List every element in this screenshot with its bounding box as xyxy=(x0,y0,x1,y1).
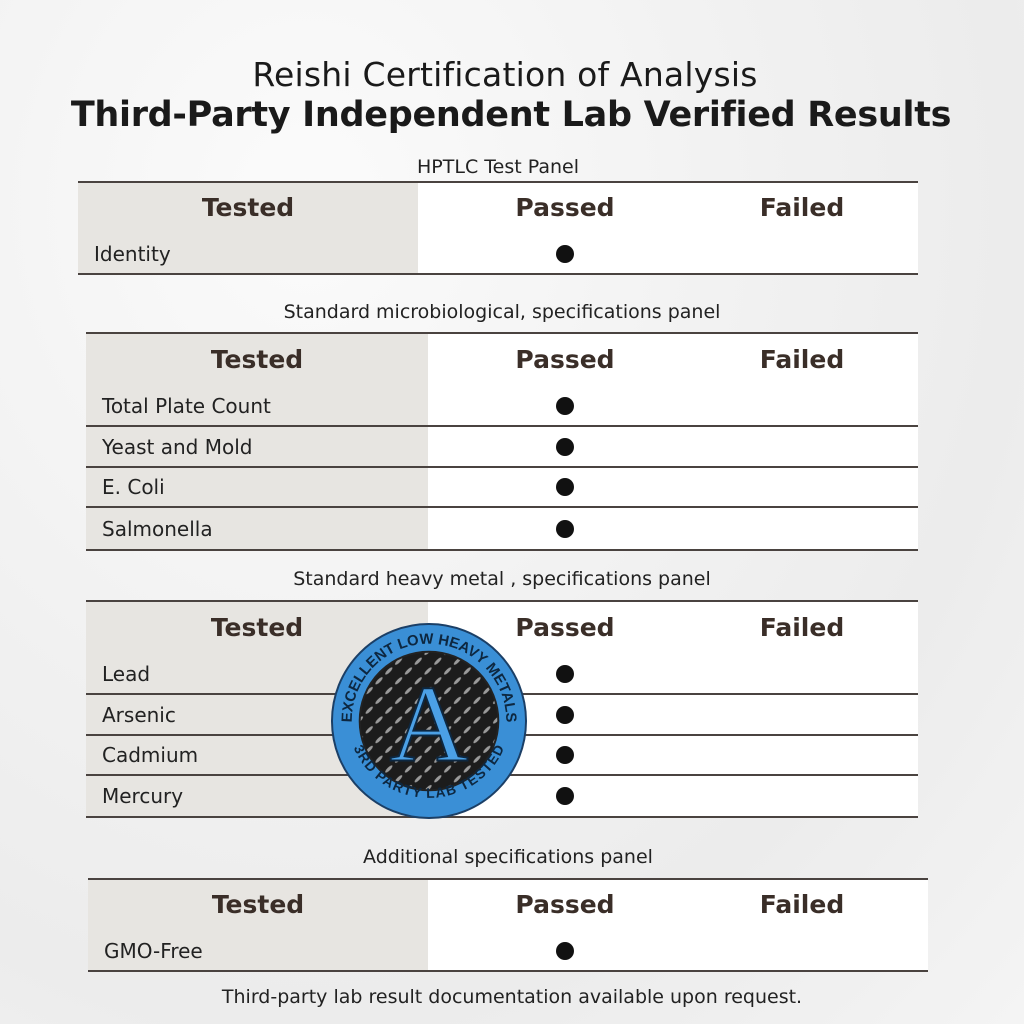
test-name: Identity xyxy=(94,242,171,266)
passed-dot-icon xyxy=(556,437,574,456)
footer-note: Third-party lab result documentation ava… xyxy=(221,986,803,1008)
table-header: Tested Passed Failed xyxy=(88,878,928,934)
passed-dot-icon xyxy=(556,665,574,683)
panel-caption: Additional specifications panel xyxy=(363,846,653,868)
row-shade xyxy=(78,235,418,273)
header-shade xyxy=(86,334,428,387)
passed-dot-icon xyxy=(556,787,574,805)
heavy-metals-badge: EXCELLENT LOW HEAVY METALS 3RD PARTY LAB… xyxy=(330,622,528,820)
column-header-passed: Passed xyxy=(515,890,615,919)
row-shade xyxy=(86,427,428,466)
header-shade xyxy=(88,880,428,932)
badge-letter: A xyxy=(390,664,469,785)
table-row: Yeast and Mold xyxy=(86,427,918,468)
row-shade xyxy=(86,387,428,425)
column-header-passed: Passed xyxy=(515,344,615,374)
table-row: Total Plate Count xyxy=(86,387,918,427)
column-header-tested: Tested xyxy=(211,890,305,919)
test-name: Total Plate Count xyxy=(102,394,271,418)
table-header: Tested Passed Failed xyxy=(78,181,918,237)
test-name: Yeast and Mold xyxy=(102,434,253,459)
panel-caption: Standard microbiological, specifications… xyxy=(283,301,721,323)
test-name: Arsenic xyxy=(102,702,176,727)
column-header-tested: Tested xyxy=(201,193,295,222)
column-header-passed: Passed xyxy=(515,193,615,222)
table-row: Identity xyxy=(78,235,918,275)
column-header-tested: Tested xyxy=(210,344,304,374)
passed-dot-icon xyxy=(556,478,574,496)
page-subtitle: Third-Party Independent Lab Verified Res… xyxy=(70,95,952,135)
row-shade xyxy=(88,932,428,970)
table-header: Tested Passed Failed xyxy=(86,332,918,389)
column-header-failed: Failed xyxy=(759,890,845,919)
panel-caption: HPTLC Test Panel xyxy=(417,156,579,178)
column-header-failed: Failed xyxy=(759,612,845,642)
table-row: GMO-Free xyxy=(88,932,928,972)
passed-dot-icon xyxy=(556,746,574,764)
passed-dot-icon xyxy=(556,397,574,415)
passed-dot-icon xyxy=(556,519,574,538)
column-header-passed: Passed xyxy=(515,612,615,642)
page-title: Reishi Certification of Analysis xyxy=(252,55,758,94)
test-name: Cadmium xyxy=(102,743,199,767)
column-header-tested: Tested xyxy=(210,612,304,642)
table-row: E. Coli xyxy=(86,468,918,508)
test-name: Lead xyxy=(102,662,151,686)
test-name: Salmonella xyxy=(102,516,213,541)
table-row: Salmonella xyxy=(86,508,918,551)
row-shade xyxy=(86,508,428,549)
row-shade xyxy=(86,468,428,506)
test-name: Mercury xyxy=(102,784,184,808)
test-name: GMO-Free xyxy=(104,939,203,963)
passed-dot-icon xyxy=(556,245,574,263)
header-shade xyxy=(78,183,418,235)
test-name: E. Coli xyxy=(102,475,165,499)
panel-caption: Standard heavy metal , specifications pa… xyxy=(293,568,711,590)
column-header-failed: Failed xyxy=(759,193,845,222)
passed-dot-icon xyxy=(556,705,574,724)
passed-dot-icon xyxy=(556,942,574,960)
column-header-failed: Failed xyxy=(759,344,845,374)
